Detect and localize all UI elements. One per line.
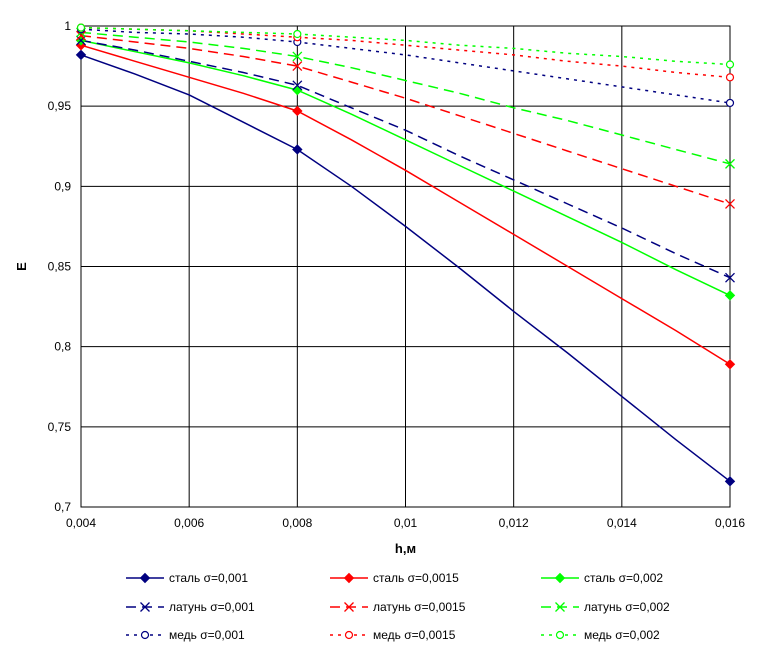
- data-point-marker: [76, 35, 86, 46]
- y-tick-label: 0,9: [54, 179, 71, 193]
- data-point-marker: [724, 476, 736, 487]
- data-point-marker: [724, 290, 736, 301]
- y-tick-label: 1: [64, 19, 71, 33]
- legend-label: медь σ=0,001: [169, 628, 245, 642]
- data-point-marker: [292, 144, 303, 155]
- x-tick-label: 0,014: [607, 516, 637, 530]
- y-tick-label: 0,85: [48, 260, 72, 274]
- legend-swatch-marker: [140, 630, 150, 640]
- legend-swatch-marker: [343, 572, 355, 584]
- legend-label: сталь σ=0,0015: [373, 571, 459, 585]
- y-axis-label: E: [14, 262, 29, 271]
- y-tick-label: 0,75: [48, 420, 72, 434]
- data-point-marker: [293, 29, 302, 39]
- data-point-marker: [725, 199, 735, 209]
- legend-label: латунь σ=0,0015: [373, 600, 466, 614]
- x-tick-label: 0,01: [394, 516, 418, 530]
- plot-area-border: [80, 25, 731, 508]
- data-point-marker: [725, 98, 735, 108]
- legend: сталь σ=0,001 сталь σ=0,0015 сталь σ=0,002…: [126, 571, 670, 642]
- x-tick-label: 0,006: [174, 516, 204, 530]
- x-tick-label: 0,008: [282, 516, 312, 530]
- x-tick-label: 0,004: [66, 516, 96, 530]
- series-line: [80, 39, 731, 297]
- legend-label: медь σ=0,0015: [373, 628, 456, 642]
- data-point-marker: [725, 272, 735, 283]
- series-line: [80, 39, 731, 279]
- series-line: [80, 54, 731, 482]
- series-markers: [75, 23, 736, 487]
- x-tick-label: 0,016: [715, 516, 745, 530]
- data-point-marker: [75, 49, 87, 61]
- legend-swatch-marker: [139, 572, 151, 584]
- data-point-marker: [292, 51, 303, 62]
- legend-label: медь σ=0,002: [584, 628, 660, 642]
- legend-label: латунь σ=0,001: [169, 600, 255, 614]
- series-lines: [80, 26, 731, 482]
- data-point-marker: [292, 61, 303, 72]
- series-line: [80, 44, 731, 365]
- legend-label: латунь σ=0,002: [584, 600, 670, 614]
- data-point-marker: [725, 158, 735, 169]
- legend-swatch-marker: [555, 630, 565, 640]
- y-tick-label: 0,7: [54, 500, 71, 514]
- legend-swatch-marker: [344, 630, 354, 640]
- series-line: [80, 28, 731, 104]
- x-axis-label: h,м: [395, 541, 416, 556]
- legend-swatch-marker: [140, 602, 150, 612]
- legend-swatch-marker: [344, 602, 354, 612]
- data-point-marker: [76, 23, 86, 32]
- y-tick-label: 0,8: [54, 340, 71, 354]
- legend-swatch-marker: [555, 602, 565, 612]
- legend-label: сталь σ=0,002: [584, 571, 663, 585]
- data-point-marker: [725, 60, 735, 69]
- grid-lines: [80, 25, 731, 508]
- legend-swatch-marker: [554, 572, 566, 584]
- x-tick-label: 0,012: [499, 516, 529, 530]
- legend-label: сталь σ=0,001: [169, 571, 248, 585]
- y-tick-label: 0,95: [48, 99, 72, 113]
- data-point-marker: [725, 73, 735, 82]
- data-point-marker: [292, 105, 303, 117]
- data-point-marker: [724, 359, 736, 370]
- data-point-marker: [76, 30, 86, 41]
- data-point-marker: [292, 80, 303, 91]
- series-line: [80, 31, 731, 165]
- tick-labels: 0,004 0,006 0,008 0,01 0,012 0,014 0,016 0,7 0,7…: [48, 19, 746, 530]
